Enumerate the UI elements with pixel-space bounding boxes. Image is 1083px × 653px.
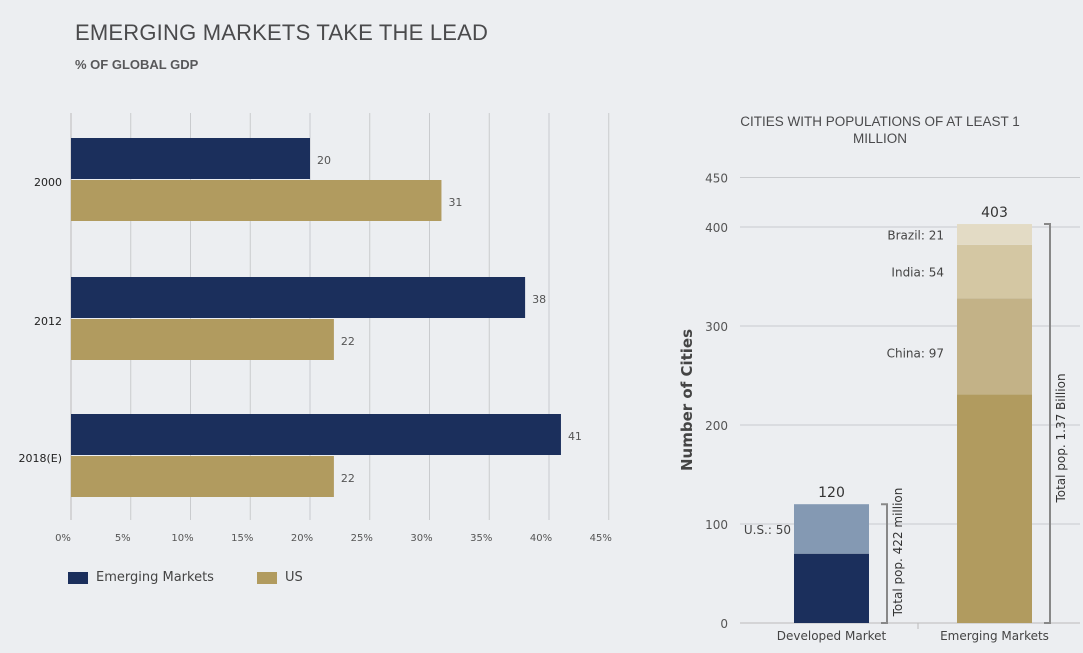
segment-label: India: 54: [891, 266, 944, 280]
x-tick-label: 25%: [351, 533, 373, 544]
legend-us: US: [257, 570, 303, 585]
bar-us: [71, 180, 442, 221]
y-tick-label: 450: [705, 172, 728, 186]
bracket-label: Total pop. 422 million: [891, 488, 905, 618]
x-tick-label: 45%: [590, 533, 612, 544]
x-tick-label: 15%: [231, 533, 253, 544]
legend-label: Emerging Markets: [96, 570, 214, 585]
bar-segment: [957, 244, 1032, 299]
bar-emerging-markets: [71, 414, 561, 455]
legend-swatch: [257, 571, 277, 584]
legend-label: US: [285, 570, 303, 585]
y-tick-label: 400: [705, 221, 728, 235]
data-label: 41: [568, 430, 582, 443]
chart-subtitle: % OF GLOBAL GDP: [75, 57, 199, 72]
bar-us: [71, 319, 334, 360]
bar-segment: [957, 298, 1032, 395]
bar-us: [71, 456, 334, 497]
x-tick-label: 35%: [470, 533, 492, 544]
data-label: 22: [341, 472, 355, 485]
y-tick-label: 2018(E): [18, 452, 62, 465]
x-tick-label: Developed Market: [777, 629, 887, 643]
y-axis-label: Number of Cities: [678, 329, 696, 471]
bracket: [1044, 223, 1051, 624]
x-tick-label: 5%: [115, 533, 131, 544]
total-label: 403: [981, 205, 1008, 221]
data-label: 20: [317, 154, 331, 167]
right-chart-title: CITIES WITH POPULATIONS OF AT LEAST 1 MI…: [740, 114, 1020, 146]
data-label: 31: [448, 196, 462, 209]
bar-segment: [794, 553, 869, 623]
bar-emerging-markets: [71, 138, 310, 179]
bar-segment: [957, 394, 1032, 623]
x-tick-label: 0%: [55, 533, 71, 544]
x-tick-label: Emerging Markets: [940, 629, 1049, 643]
legend-swatch: [68, 571, 88, 584]
data-label: 22: [341, 335, 355, 348]
segment-label: Brazil: 21: [887, 228, 944, 242]
y-tick-label: 2000: [34, 176, 62, 189]
bracket: [881, 503, 888, 624]
bar-segment: [794, 504, 869, 554]
x-tick-label: 10%: [171, 533, 193, 544]
y-tick-label: 2012: [34, 315, 62, 328]
total-label: 120: [818, 485, 845, 501]
segment-label: China: 97: [887, 346, 944, 360]
x-tick-label: 30%: [410, 533, 432, 544]
y-tick-label: 100: [705, 518, 728, 532]
bar-segment: [957, 224, 1032, 245]
data-label: 38: [532, 293, 546, 306]
y-tick-label: 200: [705, 419, 728, 433]
x-tick-label: 40%: [530, 533, 552, 544]
x-tick-label: 20%: [291, 533, 313, 544]
y-tick-label: 0: [720, 617, 728, 631]
y-tick-label: 300: [705, 320, 728, 334]
chart-title: EMERGING MARKETS TAKE THE LEAD: [75, 20, 489, 45]
segment-label: U.S.: 50: [744, 523, 791, 537]
bracket-label: Total pop. 1.37 Billion: [1054, 373, 1068, 503]
legend-emerging: Emerging Markets: [68, 570, 214, 585]
bar-emerging-markets: [71, 277, 526, 318]
